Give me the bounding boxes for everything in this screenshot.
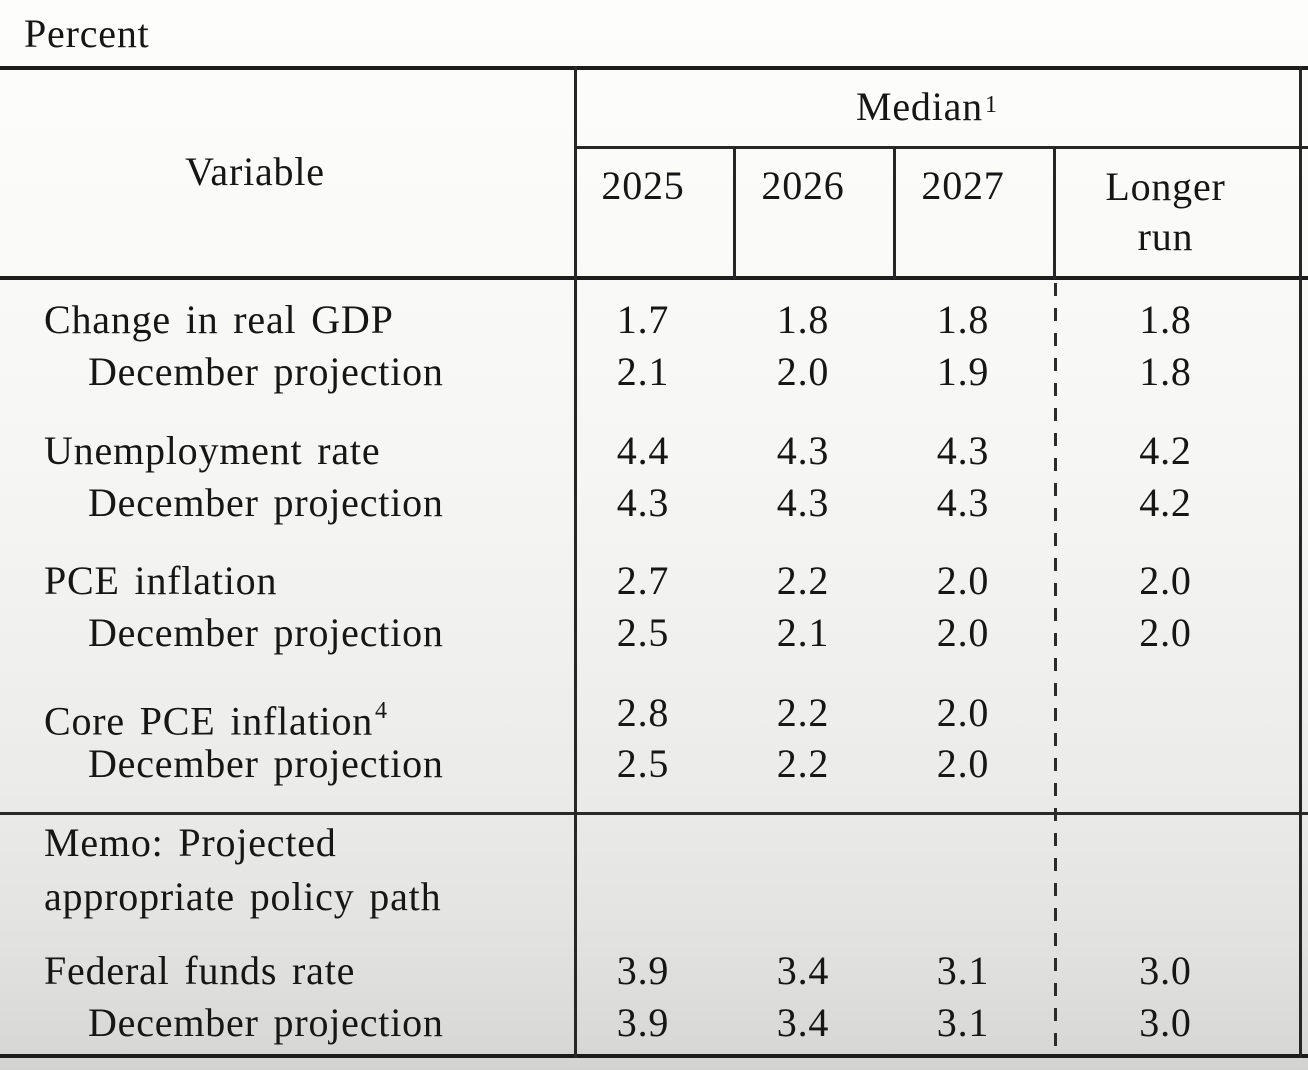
value-2025: 2.1	[616, 349, 670, 394]
row-label: appropriate policy path	[44, 874, 442, 919]
core-pce-footnote-marker: 4	[375, 698, 388, 724]
median-underline-rule	[574, 146, 1308, 149]
table-top-rule	[0, 66, 1308, 70]
value-longer-run	[1055, 740, 1300, 788]
value-2027: 2.0	[936, 690, 990, 735]
row-label: PCE inflation	[44, 558, 278, 603]
median-footnote-marker: 1	[985, 92, 997, 118]
value-2027: 2.0	[936, 741, 990, 786]
value-2026: 3.4	[776, 1000, 830, 1045]
value-2027: 4.3	[936, 428, 990, 473]
value-2026: 2.0	[776, 349, 830, 394]
table-row-unemployment: Unemployment rate 4.4 4.3 4.3 4.2	[0, 427, 1308, 475]
value-longer-run: 3.0	[1139, 948, 1192, 993]
table-row-unemployment-december: December projection 4.3 4.3 4.3 4.2	[0, 479, 1308, 527]
value-2025: 2.5	[616, 610, 670, 655]
table-right-border	[1299, 66, 1302, 1058]
row-label: Federal funds rate	[44, 948, 356, 993]
column-header-2026: 2026	[761, 163, 845, 208]
row-label: December projection	[88, 1000, 444, 1045]
value-2026: 2.2	[776, 690, 830, 735]
divider-2026-2027	[893, 146, 896, 279]
value-longer-run: 2.0	[1139, 610, 1192, 655]
column-header-2025: 2025	[601, 163, 685, 208]
longer-run-line1: Longer	[1105, 164, 1226, 209]
table-row-gdp: Change in real GDP 1.7 1.8 1.8 1.8	[0, 296, 1308, 344]
column-header-longer-run: Longer run	[1055, 148, 1300, 276]
value-2026: 2.2	[776, 558, 830, 603]
column-header-median: Median 1	[575, 68, 1300, 146]
median-header-text: Median	[856, 84, 983, 129]
longer-run-line2: run	[1137, 214, 1194, 259]
value-2025: 2.5	[616, 741, 670, 786]
header-bottom-rule	[0, 276, 1308, 280]
value-longer-run: 1.8	[1139, 349, 1192, 394]
value-longer-run: 1.8	[1139, 297, 1192, 342]
row-label: Unemployment rate	[44, 428, 381, 473]
value-2026: 2.2	[776, 741, 830, 786]
table-row-pce-december: December projection 2.5 2.1 2.0 2.0	[0, 609, 1308, 657]
divider-longer-run-header	[1053, 146, 1056, 279]
table-bottom-rule	[0, 1054, 1308, 1058]
value-2026: 1.8	[776, 297, 830, 342]
divider-2025-2026	[733, 146, 736, 279]
variable-header-text: Variable	[185, 149, 325, 194]
table-row-core-pce-december: December projection 2.5 2.2 2.0	[0, 740, 1308, 788]
value-2025: 3.9	[616, 948, 670, 993]
table-row-core-pce: Core PCE inflation4 2.8 2.2 2.0	[0, 689, 1308, 744]
row-label: December projection	[88, 480, 444, 525]
value-2025: 4.4	[616, 428, 670, 473]
value-2025: 2.8	[616, 690, 670, 735]
value-2026: 4.3	[776, 480, 830, 525]
value-2027: 1.8	[936, 297, 990, 342]
divider-longer-run-dashed	[1054, 283, 1057, 1054]
value-2025: 1.7	[616, 297, 670, 342]
value-2027: 4.3	[936, 480, 990, 525]
value-2026: 3.4	[776, 948, 830, 993]
memo-line-1: Memo: Projected	[0, 819, 1308, 867]
table-row-gdp-december: December projection 2.1 2.0 1.9 1.8	[0, 348, 1308, 396]
value-2027: 2.0	[936, 610, 990, 655]
column-header-variable: Variable	[0, 68, 575, 276]
row-label: December projection	[88, 349, 444, 394]
unit-label: Percent	[24, 11, 150, 56]
value-2025: 4.3	[616, 480, 670, 525]
value-longer-run: 4.2	[1139, 480, 1192, 525]
value-2027: 3.1	[936, 1000, 990, 1045]
row-label: December projection	[88, 610, 444, 655]
value-2027: 2.0	[936, 558, 990, 603]
value-longer-run: 2.0	[1139, 558, 1192, 603]
value-longer-run: 3.0	[1139, 1000, 1192, 1045]
value-2026: 2.1	[776, 610, 830, 655]
value-longer-run	[1055, 689, 1300, 737]
row-label: Memo: Projected	[44, 820, 337, 865]
table-row-fed-funds: Federal funds rate 3.9 3.4 3.1 3.0	[0, 947, 1308, 995]
memo-line-2: appropriate policy path	[0, 873, 1308, 921]
row-label: December projection	[88, 741, 444, 786]
memo-separator-rule	[0, 812, 1308, 815]
value-longer-run: 4.2	[1139, 428, 1192, 473]
row-label: Change in real GDP	[44, 297, 394, 342]
table-row-pce-inflation: PCE inflation 2.7 2.2 2.0 2.0	[0, 557, 1308, 605]
row-label: Core PCE inflation4	[44, 698, 388, 744]
column-header-2027: 2027	[921, 163, 1005, 208]
table-row-fed-funds-december: December projection 3.9 3.4 3.1 3.0	[0, 999, 1308, 1047]
value-2027: 3.1	[936, 948, 990, 993]
value-2026: 4.3	[776, 428, 830, 473]
value-2025: 3.9	[616, 1000, 670, 1045]
value-2027: 1.9	[936, 349, 990, 394]
value-2025: 2.7	[616, 558, 670, 603]
variable-column-divider	[574, 66, 577, 1058]
